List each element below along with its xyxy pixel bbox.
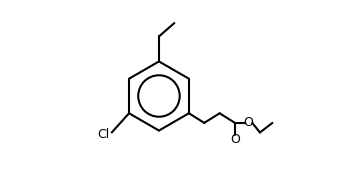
Text: O: O (244, 116, 253, 129)
Text: Cl: Cl (97, 128, 109, 141)
Text: O: O (230, 133, 240, 146)
